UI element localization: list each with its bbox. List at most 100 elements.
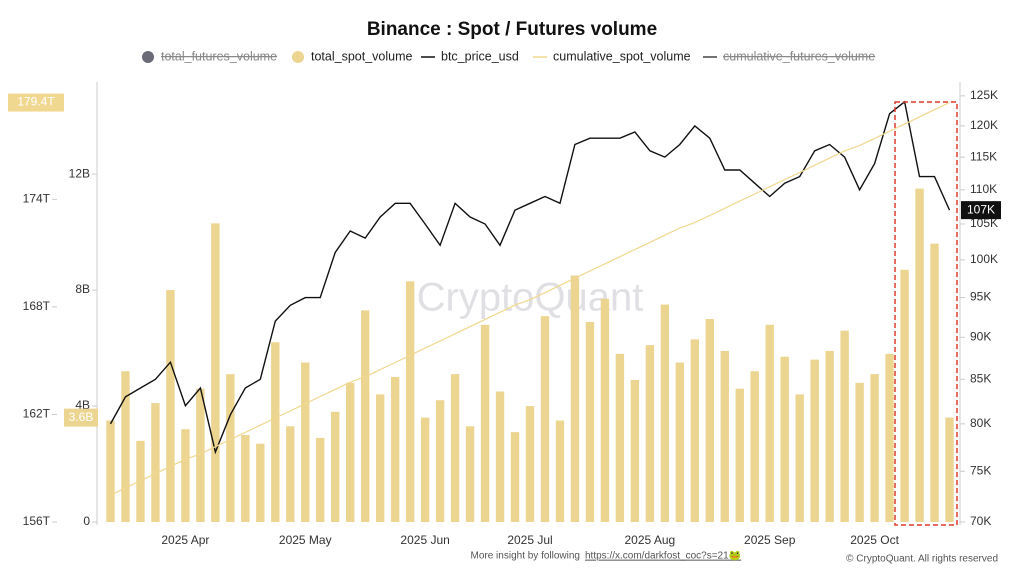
- bar: [106, 420, 115, 522]
- bar: [346, 382, 355, 522]
- highlight-box: [894, 101, 958, 526]
- footer-link[interactable]: https://x.com/darkfost_coc?s=21🐸: [585, 550, 741, 562]
- legend-label[interactable]: total_futures_volume: [161, 49, 277, 63]
- bar: [570, 275, 580, 522]
- last-value-label: 3.6B: [69, 410, 94, 424]
- bar: [166, 290, 175, 522]
- bar: [375, 394, 385, 522]
- bar: [600, 298, 610, 522]
- bar: [510, 432, 520, 522]
- bar: [780, 356, 789, 522]
- bar: [331, 411, 340, 522]
- bar: [405, 281, 415, 522]
- bar: [480, 324, 490, 522]
- bar: [151, 403, 160, 522]
- bar: [765, 324, 774, 522]
- y2-tick-label: 75K: [970, 463, 991, 477]
- bar: [750, 371, 759, 522]
- bar: [435, 400, 445, 522]
- y-tick-label: 0: [83, 514, 90, 528]
- plot-area: [106, 100, 954, 522]
- bar: [720, 350, 729, 522]
- x-tick-label: 2025 Oct: [850, 533, 899, 547]
- y2-tick-label: 125K: [970, 88, 998, 102]
- bar: [675, 362, 685, 522]
- bar: [660, 304, 670, 522]
- bar: [286, 426, 295, 522]
- legend-label[interactable]: total_spot_volume: [311, 49, 413, 63]
- y-tick-label: 8B: [75, 282, 90, 296]
- bar: [795, 394, 804, 522]
- bar: [840, 330, 849, 522]
- footer-text: More insight by following: [471, 551, 581, 562]
- bar: [390, 377, 400, 522]
- bar: [540, 316, 550, 522]
- bar: [555, 420, 565, 522]
- line: [110, 101, 950, 496]
- y2-tick-label: 100K: [970, 252, 998, 266]
- bar: [885, 353, 894, 522]
- last-value-box: [961, 201, 1001, 220]
- last-value-box: [64, 408, 98, 427]
- x-tick-label: 2025 Jun: [400, 533, 449, 547]
- x-tick-label: 2025 Jul: [507, 533, 552, 547]
- bar: [870, 374, 879, 522]
- x-tick-label: 2025 Sep: [744, 533, 796, 547]
- chart-title: Binance : Spot / Futures volume: [367, 19, 657, 40]
- last-value-box: [8, 93, 64, 112]
- bar: [256, 443, 265, 522]
- bar: [810, 359, 819, 522]
- bar: [735, 388, 744, 522]
- last-value-label: 179.4T: [17, 95, 55, 109]
- y-tick-label: 12B: [69, 166, 90, 180]
- bar: [495, 391, 505, 522]
- bar: [316, 437, 325, 522]
- bar: [945, 417, 954, 522]
- bar: [585, 321, 595, 522]
- legend-label[interactable]: btc_price_usd: [441, 49, 519, 63]
- bar: [645, 345, 655, 522]
- legend-label[interactable]: cumulative_spot_volume: [553, 49, 691, 63]
- bar: [196, 388, 205, 522]
- bar: [121, 371, 130, 522]
- y3-tick-label: 174T: [23, 192, 51, 206]
- bar: [301, 362, 310, 522]
- bar: [825, 350, 834, 522]
- last-value-label: 107K: [967, 202, 995, 216]
- y2-tick-label: 85K: [970, 371, 991, 385]
- legend-label[interactable]: cumulative_futures_volume: [723, 49, 875, 63]
- y2-tick-label: 90K: [970, 329, 991, 343]
- legend-marker: [292, 51, 304, 63]
- y2-tick-label: 110K: [970, 182, 997, 196]
- legend-marker: [142, 51, 154, 63]
- bar: [705, 319, 714, 522]
- x-tick-label: 2025 Apr: [161, 533, 209, 547]
- bar: [241, 435, 250, 522]
- y3-tick-label: 168T: [23, 299, 51, 313]
- bar: [450, 374, 460, 522]
- bar: [360, 310, 370, 522]
- line: [109, 100, 951, 455]
- watermark: CryptoQuant: [417, 276, 644, 320]
- bar: [615, 353, 625, 522]
- y3-tick-label: 156T: [23, 514, 51, 528]
- bar: [211, 223, 220, 522]
- bar: [465, 426, 475, 522]
- bar: [930, 243, 939, 522]
- bar: [420, 417, 430, 522]
- y2-tick-label: 105K: [970, 216, 998, 230]
- bar: [900, 269, 909, 522]
- y2-tick-label: 120K: [970, 118, 998, 132]
- bar: [181, 429, 190, 522]
- bar: [855, 382, 864, 522]
- x-tick-label: 2025 Aug: [625, 533, 676, 547]
- y2-tick-label: 80K: [970, 416, 991, 430]
- bar: [630, 379, 640, 522]
- bar: [915, 188, 924, 522]
- y2-tick-label: 115K: [970, 149, 997, 163]
- bar: [226, 374, 235, 522]
- bar: [271, 342, 280, 522]
- y3-tick-label: 162T: [23, 407, 51, 421]
- bar: [690, 339, 700, 522]
